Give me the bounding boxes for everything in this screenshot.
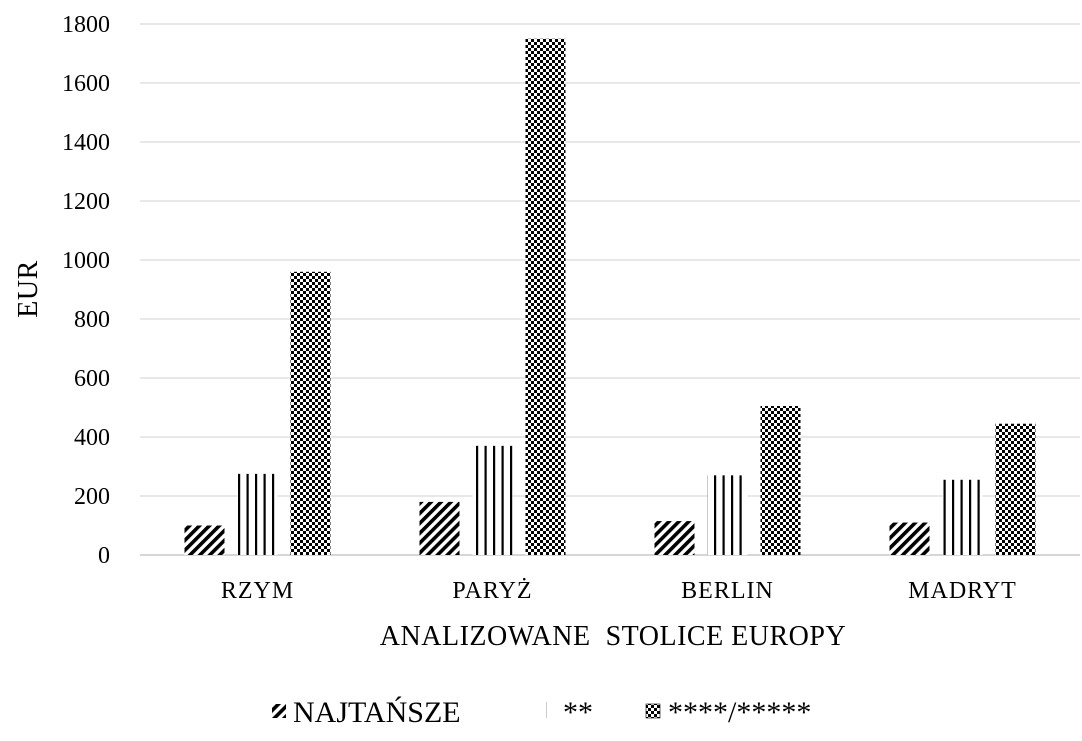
y-axis-title: EUR	[13, 260, 44, 318]
x-category-label: PARYŻ	[452, 578, 532, 604]
legend-swatch	[546, 702, 550, 718]
x-category-label: RZYM	[221, 578, 294, 604]
y-tick-label: 0	[98, 543, 110, 569]
legend-label: ****/*****	[668, 696, 811, 729]
y-tick-label: 800	[74, 307, 110, 333]
bar-berlin-series-2	[760, 406, 801, 555]
bar-berlin-series-0	[654, 521, 695, 555]
bar-paryż-series-0	[419, 501, 460, 555]
y-tick-label: 200	[74, 484, 110, 510]
legend-label: NAJTAŃSZE	[293, 696, 461, 729]
bar-paryż-series-2	[525, 38, 566, 555]
bar-rzym-series-2	[290, 271, 331, 555]
gridlines	[140, 23, 1080, 556]
x-axis-title: ANALIZOWANE STOLICE EUROPY	[380, 621, 846, 652]
bar-rzym-series-0	[184, 525, 225, 555]
bar-madryt-series-0	[889, 522, 930, 555]
y-axis-ticks: 0 200 400 600 800 1000 1200 1400 1600 1800	[62, 12, 110, 569]
legend-swatch	[645, 703, 661, 719]
y-tick-label: 1000	[62, 248, 110, 274]
bar-madryt-series-1	[942, 479, 983, 555]
x-category-label: MADRYT	[908, 578, 1017, 604]
legend-swatch	[272, 704, 286, 718]
bar-paryż-series-1	[472, 445, 513, 555]
y-tick-label: 600	[74, 366, 110, 392]
bar-rzym-series-1	[237, 473, 278, 555]
legend-label: **	[563, 696, 593, 729]
x-axis-categories: RZYM PARYŻ BERLIN MADRYT	[221, 578, 1017, 604]
y-tick-label: 1600	[62, 71, 110, 97]
y-tick-label: 1400	[62, 130, 110, 156]
bar-madryt-series-2	[995, 423, 1036, 555]
y-tick-label: 1200	[62, 189, 110, 215]
bars	[184, 38, 1036, 555]
bar-berlin-series-1	[707, 475, 748, 555]
y-tick-label: 1800	[62, 12, 110, 38]
y-tick-label: 400	[74, 425, 110, 451]
legend: NAJTAŃSZE ** ****/*****	[272, 696, 811, 729]
x-category-label: BERLIN	[681, 578, 774, 604]
